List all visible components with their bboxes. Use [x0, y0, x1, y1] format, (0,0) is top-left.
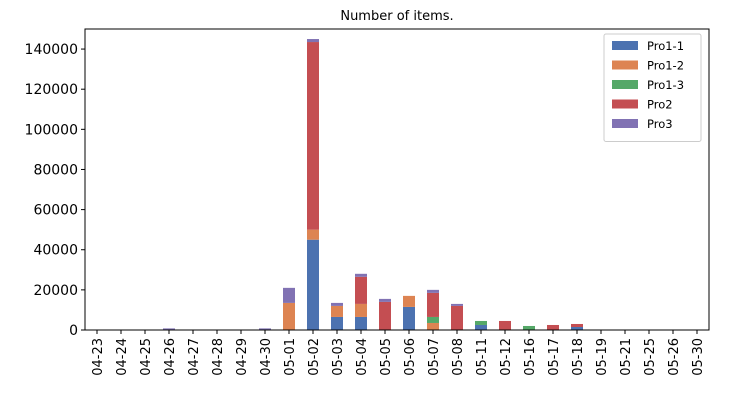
x-tick-label-05-18: 05-18 [571, 338, 586, 376]
y-tick-label-40000: 40000 [33, 243, 78, 259]
bar-05-02-series-3 [307, 42, 319, 230]
bar-05-04-series-3 [355, 276, 367, 304]
legend-swatch-3 [612, 99, 638, 109]
legend-label-3: Pro2 [647, 98, 673, 112]
y-tick-label-80000: 80000 [33, 162, 78, 178]
bar-05-08-series-3 [451, 305, 463, 330]
x-tick-label-05-08: 05-08 [451, 338, 466, 376]
x-tick-label-05-11: 05-11 [475, 338, 490, 376]
bar-05-18-series-3 [571, 323, 583, 327]
legend-swatch-4 [612, 119, 638, 128]
x-tick-label-04-24: 04-24 [115, 338, 130, 376]
legend-swatch-0 [612, 41, 638, 50]
x-tick-label-05-30: 05-30 [691, 338, 706, 376]
x-tick-label-04-25: 04-25 [139, 338, 154, 376]
bar-05-04-series-4 [355, 273, 367, 277]
bar-05-12-series-3 [499, 320, 511, 330]
bar-05-06-series-1 [403, 295, 415, 307]
y-tick-label-140000: 140000 [25, 42, 78, 58]
legend: Pro1-1 Pro1-2 Pro1-3 Pro2 Pro3 [603, 33, 702, 142]
x-tick-label-05-25: 05-25 [643, 338, 658, 376]
bar-05-04-series-0 [355, 316, 367, 330]
legend-label-0: Pro1-1 [647, 39, 684, 53]
legend-swatch-1 [612, 60, 638, 70]
x-axis: 04-23 04-24 04-25 04-26 04-27 04-28 04-29 04-30… [91, 330, 706, 376]
bar-05-01-series-4 [283, 287, 295, 303]
bar-05-06-series-0 [403, 306, 415, 330]
x-tick-label-05-16: 05-16 [523, 338, 538, 376]
bar-05-02-series-0 [307, 239, 319, 330]
legend-swatch-2 [612, 80, 638, 89]
legend-label-2: Pro1-3 [647, 78, 684, 92]
bar-05-02-series-4 [307, 39, 319, 43]
bar-05-02-series-1 [307, 229, 319, 240]
x-tick-label-05-04: 05-04 [355, 338, 370, 376]
x-tick-label-05-21: 05-21 [619, 338, 634, 376]
x-tick-label-04-30: 04-30 [259, 338, 274, 376]
bar-05-03-series-0 [331, 316, 343, 330]
x-tick-label-05-19: 05-19 [595, 338, 610, 376]
bar-05-16-series-2 [523, 325, 535, 330]
legend-label-1: Pro1-2 [647, 59, 684, 73]
x-tick-label-05-07: 05-07 [427, 338, 442, 376]
y-tick-label-20000: 20000 [33, 283, 78, 299]
y-tick-label-100000: 100000 [25, 122, 78, 138]
bar-05-08-series-4 [451, 303, 463, 306]
x-tick-label-05-12: 05-12 [499, 338, 514, 376]
y-axis: 0 20000 40000 60000 80000 100000 120000 140000 [25, 42, 85, 339]
x-tick-label-04-28: 04-28 [211, 338, 226, 376]
x-tick-label-04-29: 04-29 [235, 338, 250, 376]
x-tick-label-05-03: 05-03 [331, 338, 346, 376]
bar-05-07-series-3 [427, 292, 439, 317]
bar-04-30-series-4 [259, 328, 271, 330]
y-tick-label-120000: 120000 [25, 82, 78, 98]
bar-05-17-series-3 [547, 324, 559, 330]
x-tick-label-04-26: 04-26 [163, 338, 178, 376]
bar-05-18-series-0 [571, 326, 583, 330]
y-tick-label-60000: 60000 [33, 203, 78, 219]
x-tick-label-05-06: 05-06 [403, 338, 418, 376]
bar-05-07-series-4 [427, 289, 439, 293]
bar-05-07-series-2 [427, 316, 439, 323]
bar-05-03-series-1 [331, 305, 343, 317]
bar-05-01-series-1 [283, 302, 295, 330]
x-tick-label-05-05: 05-05 [379, 338, 394, 376]
bar-05-03-series-4 [331, 302, 343, 306]
x-tick-label-05-26: 05-26 [667, 338, 682, 376]
x-tick-label-04-27: 04-27 [187, 338, 202, 376]
bar-05-05-series-4 [379, 298, 391, 302]
plot-frame [84, 28, 710, 331]
bar-05-07-series-1 [427, 322, 439, 330]
legend-label-4: Pro3 [647, 117, 673, 131]
bars-group [163, 39, 583, 330]
bar-05-04-series-1 [355, 303, 367, 317]
x-tick-label-05-02: 05-02 [307, 338, 322, 376]
bar-05-11-series-0 [475, 324, 487, 330]
x-tick-label-04-23: 04-23 [91, 338, 106, 376]
x-tick-label-05-17: 05-17 [547, 338, 562, 376]
bar-05-05-series-3 [379, 301, 391, 330]
y-tick-label-0: 0 [69, 323, 78, 339]
x-tick-label-05-01: 05-01 [283, 338, 298, 376]
bar-04-26-series-4 [163, 328, 175, 330]
bar-05-11-series-2 [475, 320, 487, 325]
chart-title: Number of items. [340, 9, 453, 24]
